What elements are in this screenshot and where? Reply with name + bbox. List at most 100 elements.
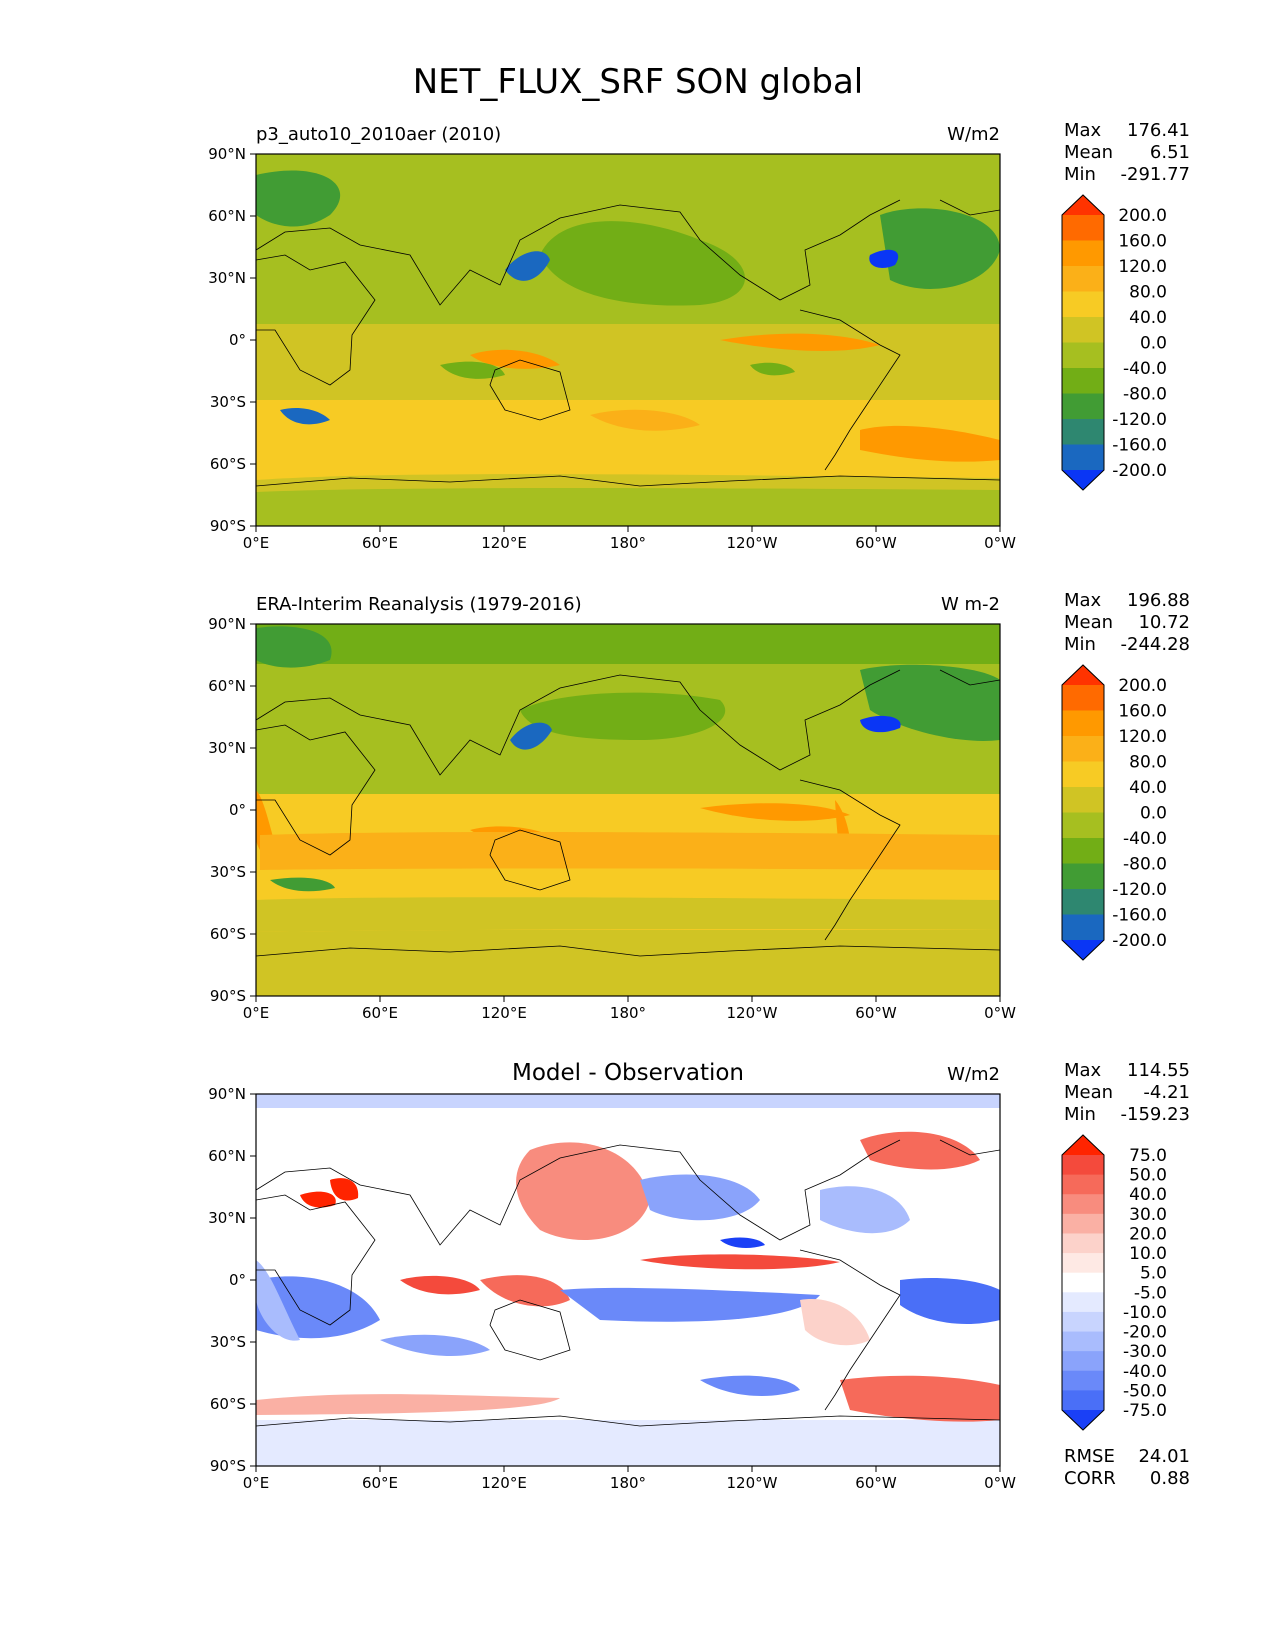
colorbar-segment xyxy=(1062,1311,1104,1333)
colorbar-segment xyxy=(1062,1194,1104,1215)
colorbar-label: -40.0 xyxy=(1123,829,1167,849)
colorbar-segment xyxy=(1062,1331,1104,1352)
colorbar-label: 80.0 xyxy=(1129,753,1167,773)
x-tick-label: 120°E xyxy=(481,534,527,552)
stat-max-value: 196.88 xyxy=(1127,590,1190,611)
stat-max-label: Max xyxy=(1064,1060,1102,1081)
coastlines xyxy=(256,669,1000,957)
colorbar-segment xyxy=(1062,736,1104,762)
x-tick-label: 180° xyxy=(610,1004,646,1022)
x-tick-label: 180° xyxy=(610,1474,646,1492)
y-tick-label: 0° xyxy=(229,801,246,819)
colorbar-segment xyxy=(1062,342,1104,369)
colorbar-label: -50.0 xyxy=(1123,1381,1167,1401)
stat-mean-label: Mean xyxy=(1064,612,1113,633)
x-tick-label: 60°W xyxy=(855,1474,897,1492)
coastlines xyxy=(256,199,1000,487)
x-tick-label: 120°W xyxy=(727,1474,778,1492)
colorbar-segment xyxy=(1062,1253,1104,1274)
y-tick-label: 30°N xyxy=(208,739,246,757)
y-tick-label: 30°S xyxy=(210,393,246,411)
colorbar-label: 0.0 xyxy=(1140,804,1167,824)
colorbar: 75.050.040.030.020.010.05.0-5.0-10.0-20.… xyxy=(1061,1134,1167,1431)
y-tick-label: 60°S xyxy=(210,455,246,473)
skill-scores: RMSE 24.01 CORR 0.88 xyxy=(1064,1446,1190,1489)
x-tick-label: 0°W xyxy=(984,534,1016,552)
colorbar-label: -5.0 xyxy=(1134,1283,1167,1303)
panel-title: ERA-Interim Reanalysis (1979-2016) xyxy=(256,594,582,615)
stats-box: Max 114.55 Mean -4.21 Min -159.23 xyxy=(1064,1060,1190,1125)
colorbar-label: -120.0 xyxy=(1112,880,1167,900)
colorbar-segment xyxy=(1062,1233,1104,1254)
rmse-label: RMSE xyxy=(1064,1446,1115,1467)
field-map xyxy=(256,624,1000,996)
corr-value: 0.88 xyxy=(1150,1468,1190,1489)
colorbar-label: 200.0 xyxy=(1118,206,1167,226)
panel-observation: ERA-Interim Reanalysis (1979-2016) W m-2 xyxy=(208,590,1190,1022)
stat-min-value: -291.77 xyxy=(1121,164,1190,185)
colorbar-label: 160.0 xyxy=(1118,702,1167,722)
colorbar-label: -80.0 xyxy=(1123,385,1167,405)
colorbar-label: 20.0 xyxy=(1129,1224,1167,1244)
colorbar-segment xyxy=(1062,838,1104,864)
colorbar-segment xyxy=(1062,685,1104,711)
colorbar-segment xyxy=(1062,368,1104,394)
colorbar-label: -160.0 xyxy=(1112,906,1167,926)
y-tick-label: 30°N xyxy=(208,1209,246,1227)
colorbar-label: 30.0 xyxy=(1129,1205,1167,1225)
colorbar-segment xyxy=(1062,215,1104,241)
y-tick-label: 60°N xyxy=(208,207,246,225)
colorbar-label: 75.0 xyxy=(1129,1146,1167,1166)
colorbar-segment xyxy=(1062,1213,1104,1234)
colorbar-segment xyxy=(1062,914,1104,941)
y-tick-label: 90°S xyxy=(210,517,246,535)
colorbar-label: 40.0 xyxy=(1129,308,1167,328)
y-tick-label: 90°N xyxy=(208,1085,246,1103)
colorbar-segment xyxy=(1062,1174,1104,1195)
colorbar-segment xyxy=(1062,1370,1104,1391)
colorbar-label: 200.0 xyxy=(1118,676,1167,696)
coastlines xyxy=(256,1139,1000,1427)
colorbar-segment xyxy=(1062,266,1104,292)
colorbar-outline xyxy=(1061,194,1105,491)
colorbar-outline xyxy=(1061,664,1105,961)
y-tick-label: 60°N xyxy=(208,1147,246,1165)
colorbar-segment xyxy=(1062,710,1104,737)
colorbar-label: -30.0 xyxy=(1123,1342,1167,1362)
corr-label: CORR xyxy=(1064,1468,1116,1489)
y-tick-label: 0° xyxy=(229,331,246,349)
y-tick-label: 30°S xyxy=(210,863,246,881)
colorbar-segment xyxy=(1062,1292,1104,1313)
stat-min-value: -244.28 xyxy=(1121,634,1190,655)
x-tick-label: 0°W xyxy=(984,1004,1016,1022)
x-tick-label: 120°W xyxy=(727,1004,778,1022)
colorbar-segment xyxy=(1062,787,1104,813)
panel-title: Model - Observation xyxy=(512,1060,744,1086)
x-tick-label: 60°W xyxy=(855,1004,897,1022)
colorbar-label: -40.0 xyxy=(1123,359,1167,379)
field-map xyxy=(256,1094,1000,1466)
y-tick-label: 60°N xyxy=(208,677,246,695)
stat-max-value: 176.41 xyxy=(1127,120,1190,141)
colorbar-label: 50.0 xyxy=(1129,1166,1167,1186)
stat-min-value: -159.23 xyxy=(1121,1104,1190,1125)
x-tick-label: 60°E xyxy=(362,534,398,552)
x-tick-label: 0°W xyxy=(984,1474,1016,1492)
x-tick-label: 60°E xyxy=(362,1474,398,1492)
stat-min-label: Min xyxy=(1064,164,1096,185)
colorbar-label: -75.0 xyxy=(1123,1401,1167,1421)
stat-mean-value: 10.72 xyxy=(1138,612,1190,633)
x-tick-label: 0°E xyxy=(243,534,270,552)
colorbar-label: 120.0 xyxy=(1118,257,1167,277)
y-tick-label: 90°S xyxy=(210,1457,246,1475)
stat-mean-value: 6.51 xyxy=(1150,142,1190,163)
panel-title: p3_auto10_2010aer (2010) xyxy=(256,124,501,145)
stats-box: Max 196.88 Mean 10.72 Min -244.28 xyxy=(1064,590,1190,655)
x-tick-label: 120°W xyxy=(727,534,778,552)
stat-max-label: Max xyxy=(1064,120,1102,141)
y-tick-label: 60°S xyxy=(210,925,246,943)
stat-mean-label: Mean xyxy=(1064,142,1113,163)
colorbar-label: -20.0 xyxy=(1123,1323,1167,1343)
y-tick-label: 0° xyxy=(229,1271,246,1289)
x-tick-label: 120°E xyxy=(481,1004,527,1022)
